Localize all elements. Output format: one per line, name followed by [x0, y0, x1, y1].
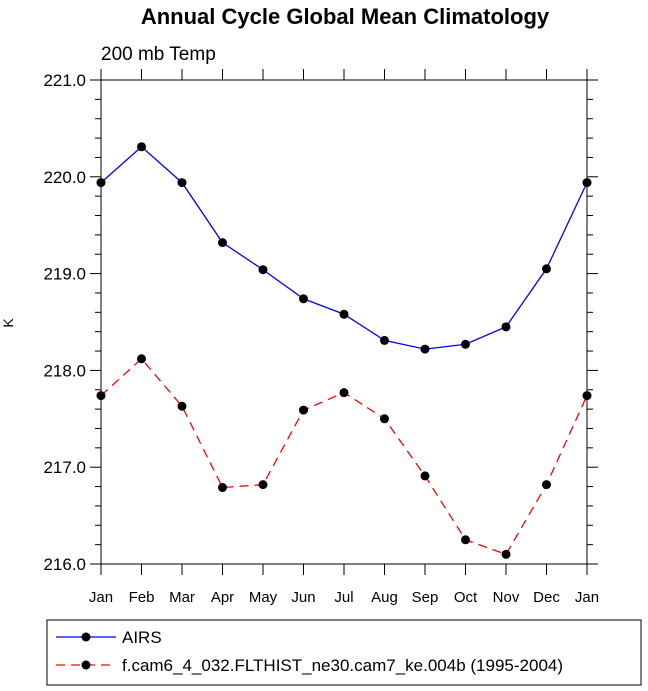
data-point [299, 294, 308, 304]
y-tick-label: 217.0 [43, 458, 86, 477]
chart-subtitle: 200 mb Temp [101, 44, 216, 65]
x-tick-label: May [249, 589, 278, 606]
y-tick-label: 219.0 [43, 265, 86, 284]
x-tick-label: Jan [575, 589, 599, 606]
data-point [420, 344, 430, 354]
data-point [582, 391, 592, 401]
data-point [177, 401, 187, 411]
data-point [380, 335, 389, 345]
x-tick-label: Jan [89, 589, 113, 606]
data-point [96, 391, 106, 401]
x-tick-label: Dec [533, 589, 560, 606]
legend-marker [81, 632, 91, 642]
x-tick-label: Mar [169, 589, 195, 606]
y-tick-label: 221.0 [43, 71, 86, 90]
legend-box [46, 619, 642, 686]
data-point [501, 549, 511, 559]
data-point [582, 178, 592, 188]
x-tick-label: Feb [129, 589, 155, 606]
data-point [420, 471, 430, 481]
x-tick-label: Sep [412, 589, 439, 606]
legend-label: AIRS [122, 628, 162, 647]
data-point [96, 178, 106, 188]
data-point [461, 535, 470, 545]
data-point [218, 483, 227, 493]
legend-label: f.cam6_4_032.FLTHIST_ne30.cam7_ke.004b (… [122, 656, 563, 675]
y-tick-label: 220.0 [43, 168, 86, 187]
data-point [380, 414, 389, 424]
x-tick-label: Jul [334, 589, 353, 606]
data-point [177, 178, 187, 188]
x-tick-label: Jun [291, 589, 315, 606]
x-tick-label: Oct [454, 589, 478, 606]
data-point [501, 322, 511, 332]
data-point [218, 238, 227, 248]
series-line-2 [100, 357, 588, 556]
data-point [137, 142, 146, 152]
legend-marker [81, 660, 91, 670]
x-tick-label: Nov [493, 589, 520, 606]
data-point [339, 309, 349, 319]
data-point [542, 480, 551, 490]
data-point [258, 265, 268, 275]
data-point [461, 339, 470, 349]
y-tick-label: 218.0 [43, 361, 86, 380]
data-point [542, 264, 551, 274]
x-tick-label: Aug [371, 589, 398, 606]
x-tick-label: Apr [211, 589, 234, 606]
data-point [137, 354, 146, 364]
data-point [258, 480, 268, 490]
plot-frame [100, 79, 588, 565]
chart-title: Annual Cycle Global Mean Climatology [141, 4, 550, 29]
series-line-1 [100, 145, 588, 350]
y-tick-label: 216.0 [43, 555, 86, 574]
data-point [299, 405, 308, 415]
data-point [339, 388, 349, 398]
y-axis-label: K [0, 318, 16, 328]
